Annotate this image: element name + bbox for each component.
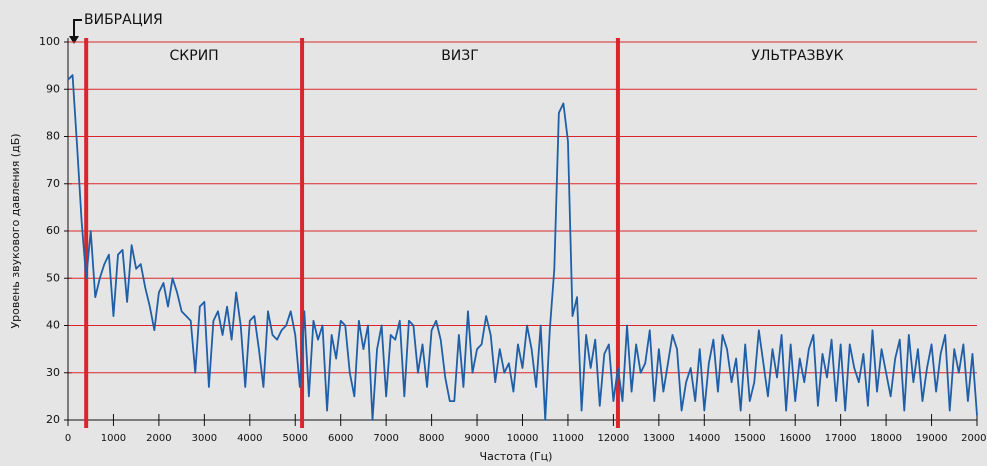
x-tick-label: 20000 [961,433,987,444]
annotation: ВИБРАЦИЯ [84,12,163,28]
y-tick-label: 20 [46,413,60,426]
x-tick-label: 3000 [192,433,217,444]
x-tick-label: 2000 [146,433,171,444]
annotation-arrow [73,19,82,38]
x-tick-label: 14000 [688,433,720,444]
x-tick-label: 15000 [734,433,766,444]
x-tick-label: 0 [65,433,71,444]
y-tick-label: 80 [46,130,60,143]
y-tick-label: 100 [39,35,60,48]
annotation-arrowhead [69,36,79,44]
x-tick-label: 8000 [419,433,444,444]
x-tick-label: 19000 [916,433,948,444]
x-tick-label: 5000 [283,433,308,444]
region-label: УЛЬТРАЗВУК [751,48,843,64]
y-tick-label: 90 [46,82,60,95]
x-axis-title: Частота (Гц) [480,450,553,463]
region-label: ВИЗГ [441,48,479,64]
x-tick-label: 11000 [552,433,584,444]
region-label: СКРИП [170,48,219,64]
y-tick-label: 30 [46,366,60,379]
x-tick-label: 16000 [779,433,811,444]
y-tick-label: 70 [46,177,60,190]
y-tick-label: 50 [46,271,60,284]
x-tick-label: 12000 [597,433,629,444]
y-tick-label: 40 [46,319,60,332]
x-tick-label: 13000 [643,433,675,444]
x-tick-label: 4000 [237,433,262,444]
data-line [67,74,978,421]
y-tick-label: 60 [46,224,60,237]
x-tick-label: 17000 [825,433,857,444]
x-tick-label: 18000 [870,433,902,444]
y-axis-title: Уровень звукового давления (дБ) [9,133,22,328]
x-tick-label: 1000 [101,433,126,444]
x-tick-label: 9000 [464,433,489,444]
x-tick-label: 6000 [328,433,353,444]
x-tick-label: 10000 [507,433,539,444]
x-tick-label: 7000 [373,433,398,444]
